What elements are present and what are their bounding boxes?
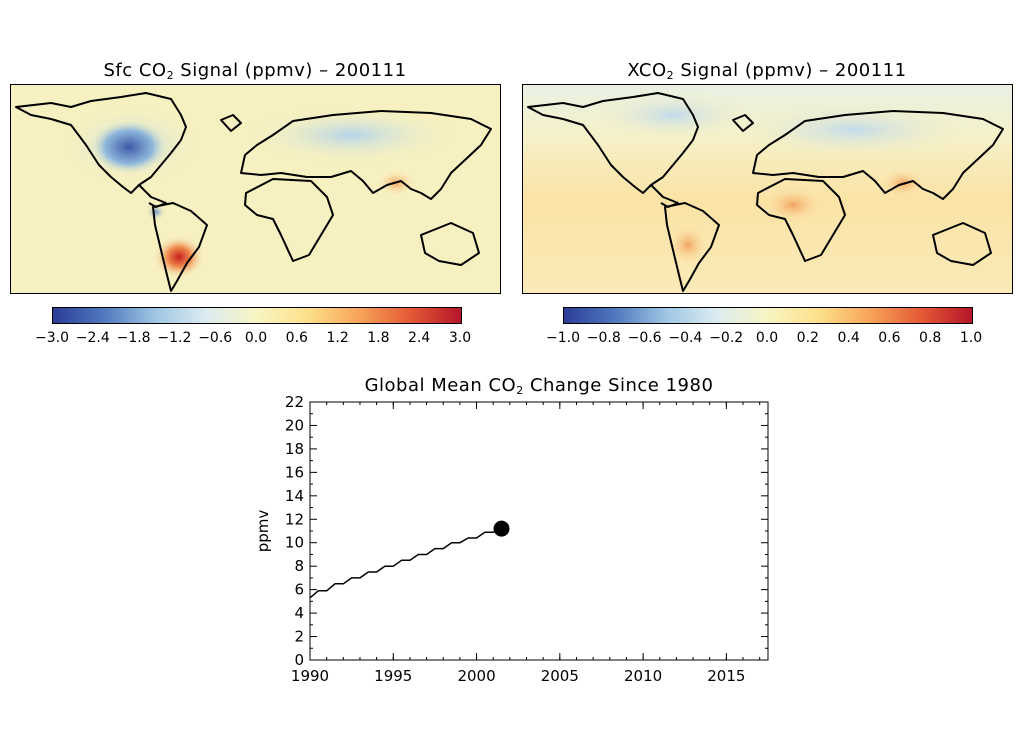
xco2-title-prefix: XCO <box>627 60 667 81</box>
xco2-map-svg <box>523 85 1012 293</box>
xco2-colorbar <box>563 307 973 324</box>
xco2-colorbar-tick: 0.6 <box>878 330 901 346</box>
x-tick-label: 1995 <box>374 667 412 685</box>
sfc-colorbar <box>52 307 462 324</box>
chart-title-suffix: Change Since 1980 <box>523 375 714 396</box>
x-tick-label: 1990 <box>291 667 329 685</box>
sfc-co2-map-svg <box>11 85 500 293</box>
xco2-colorbar-tick: 0.2 <box>796 330 819 346</box>
xco2-colorbar-tick: −1.0 <box>546 330 580 346</box>
sfc-title-subscript: 2 <box>166 69 175 82</box>
sfc-colorbar-tick: −3.0 <box>35 330 69 346</box>
sfc-colorbar-tick: −1.2 <box>157 330 192 346</box>
y-tick-label: 16 <box>285 463 304 481</box>
xco2-colorbar-tick: 0.0 <box>755 330 779 346</box>
xco2-colorbar-tick: −0.2 <box>709 330 744 346</box>
y-tick-label: 4 <box>294 604 304 622</box>
x-tick-label: 2015 <box>707 667 745 685</box>
current-value-marker <box>493 520 510 537</box>
y-tick-label: 0 <box>294 651 304 669</box>
xco2-colorbar-tick: −0.4 <box>668 330 703 346</box>
sfc-colorbar-tick: 1.8 <box>367 330 390 346</box>
xco2-colorbar-tick: −0.8 <box>586 330 621 346</box>
sfc-colorbar-tick: −1.8 <box>116 330 151 346</box>
x-tick-label: 2005 <box>541 667 579 685</box>
y-tick-label: 2 <box>294 628 304 646</box>
chart-title-subscript: 2 <box>516 384 524 397</box>
sfc-co2-map-title: Sfc CO2 Signal (ppmv) – 200111 <box>10 60 500 82</box>
xco2-map <box>522 84 1013 294</box>
sfc-co2-map <box>10 84 501 294</box>
sfc-colorbar-tick: 1.2 <box>326 330 349 346</box>
y-axis-label: ppmv <box>254 510 272 553</box>
xco2-colorbar-tick: 1.0 <box>959 330 983 346</box>
xco2-coastlines <box>527 92 1004 292</box>
sfc-colorbar-tick: −0.6 <box>198 330 233 346</box>
x-tick-label: 2010 <box>624 667 662 685</box>
xco2-title-subscript: 2 <box>666 69 675 82</box>
y-tick-label: 6 <box>294 581 304 599</box>
x-tick-label: 2000 <box>457 667 495 685</box>
y-tick-label: 12 <box>285 510 304 528</box>
sfc-colorbar-tick: −2.4 <box>75 330 110 346</box>
xco2-colorbar-tick: 0.4 <box>837 330 860 346</box>
y-tick-label: 22 <box>285 393 304 411</box>
y-tick-label: 8 <box>294 557 304 575</box>
sfc-colorbar-tick: 0.6 <box>285 330 308 346</box>
co2-change-line <box>309 528 502 599</box>
xco2-title-suffix: Signal (ppmv) – 200111 <box>674 60 907 81</box>
y-tick-label: 10 <box>285 534 304 552</box>
y-tick-label: 14 <box>285 487 304 505</box>
sfc-colorbar-tick: 2.4 <box>408 330 431 346</box>
chart-title-prefix: Global Mean CO <box>364 375 517 396</box>
sfc-coastlines <box>15 92 492 292</box>
global-mean-chart-title: Global Mean CO2 Change Since 1980 <box>310 375 768 397</box>
plot-frame <box>309 401 769 661</box>
y-tick-label: 20 <box>285 416 304 434</box>
xco2-map-title: XCO2 Signal (ppmv) – 200111 <box>522 60 1012 82</box>
sfc-colorbar-tick: 0.0 <box>244 330 268 346</box>
y-tick-label: 18 <box>285 440 304 458</box>
sfc-title-prefix: Sfc CO <box>103 60 167 81</box>
sfc-title-suffix: Signal (ppmv) – 200111 <box>174 60 407 81</box>
sfc-colorbar-tick: 3.0 <box>448 330 472 346</box>
xco2-colorbar-tick: −0.6 <box>627 330 662 346</box>
xco2-colorbar-tick: 0.8 <box>919 330 942 346</box>
